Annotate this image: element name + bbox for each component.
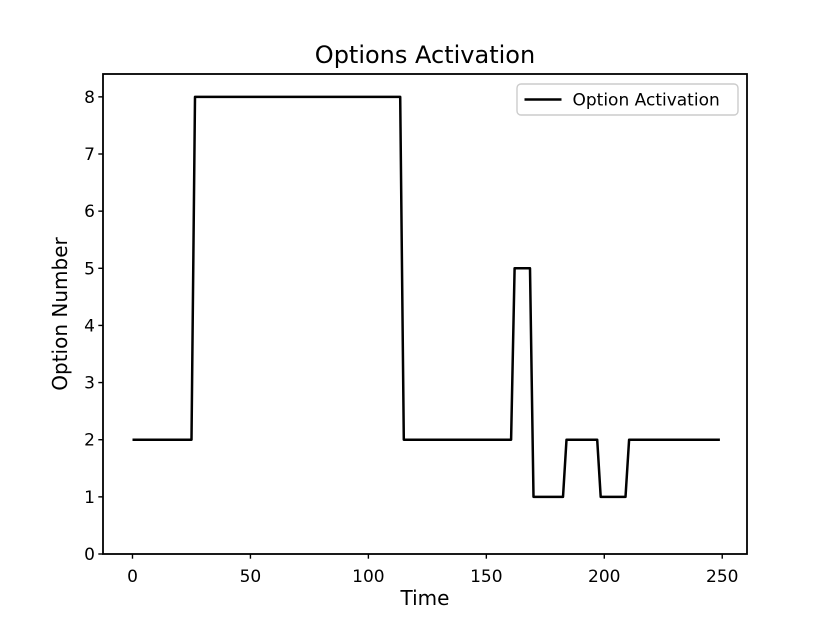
x-tick-label: 150	[470, 567, 502, 587]
y-tick-label: 2	[84, 431, 95, 451]
y-axis-ticks: 0 1 2 3 4 5 6 7 8	[84, 88, 103, 565]
legend-box	[516, 83, 739, 116]
y-tick-label: 6	[84, 202, 95, 222]
x-tick-label: 50	[240, 567, 262, 587]
legend: Option Activation	[516, 83, 739, 116]
x-axis-ticks: 0 50 100 150 200 250	[127, 554, 738, 587]
y-axis-label: Option Number	[48, 237, 72, 391]
plot-area-border	[102, 73, 748, 555]
legend-label: Option Activation	[573, 91, 720, 111]
x-axis-label: Time	[400, 586, 450, 610]
x-tick-label: 0	[127, 567, 138, 587]
x-tick-label: 200	[588, 567, 620, 587]
y-tick-label: 7	[84, 145, 95, 165]
y-tick-label: 5	[84, 259, 95, 279]
x-tick-label: 250	[706, 567, 738, 587]
y-tick-label: 3	[84, 374, 95, 394]
y-tick-label: 8	[84, 88, 95, 108]
x-tick-label: 100	[352, 567, 384, 587]
y-tick-label: 4	[84, 316, 95, 336]
series-line-option-activation	[132, 95, 720, 499]
chart-title: Options Activation	[315, 41, 535, 69]
y-tick-label: 1	[84, 488, 95, 508]
y-tick-label: 0	[84, 545, 95, 565]
